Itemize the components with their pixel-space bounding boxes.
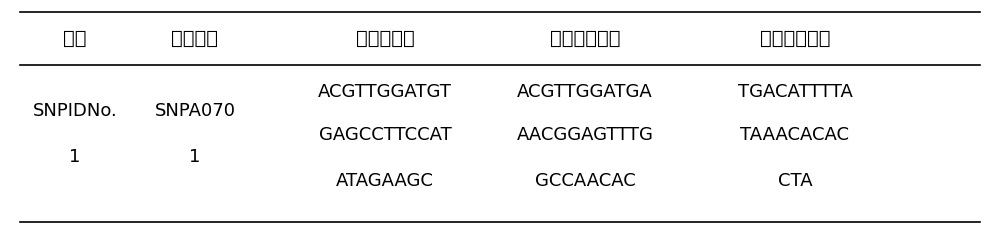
Text: 1: 1 xyxy=(69,148,81,166)
Text: 1: 1 xyxy=(189,148,201,166)
Text: CTA: CTA xyxy=(778,172,812,190)
Text: GAGCCTTCCAT: GAGCCTTCCAT xyxy=(319,126,451,144)
Text: SNPA070: SNPA070 xyxy=(154,102,236,120)
Text: 序号: 序号 xyxy=(63,29,87,48)
Text: ATAGAAGC: ATAGAAGC xyxy=(336,172,434,190)
Text: 延伸引物序列: 延伸引物序列 xyxy=(760,29,830,48)
Text: 下游引物序列: 下游引物序列 xyxy=(550,29,620,48)
Text: ACGTTGGATGT: ACGTTGGATGT xyxy=(318,83,452,101)
Text: AACGGAGTTTG: AACGGAGTTTG xyxy=(517,126,653,144)
Text: ACGTTGGATGA: ACGTTGGATGA xyxy=(517,83,653,101)
Text: SNPIDNo.: SNPIDNo. xyxy=(33,102,117,120)
Text: TAAACACAC: TAAACACAC xyxy=(740,126,850,144)
Text: GCCAACAC: GCCAACAC xyxy=(535,172,635,190)
Text: TGACATTTTA: TGACATTTTA xyxy=(738,83,852,101)
Text: 上游引物序: 上游引物序 xyxy=(356,29,414,48)
Text: 引物名称: 引物名称 xyxy=(172,29,218,48)
